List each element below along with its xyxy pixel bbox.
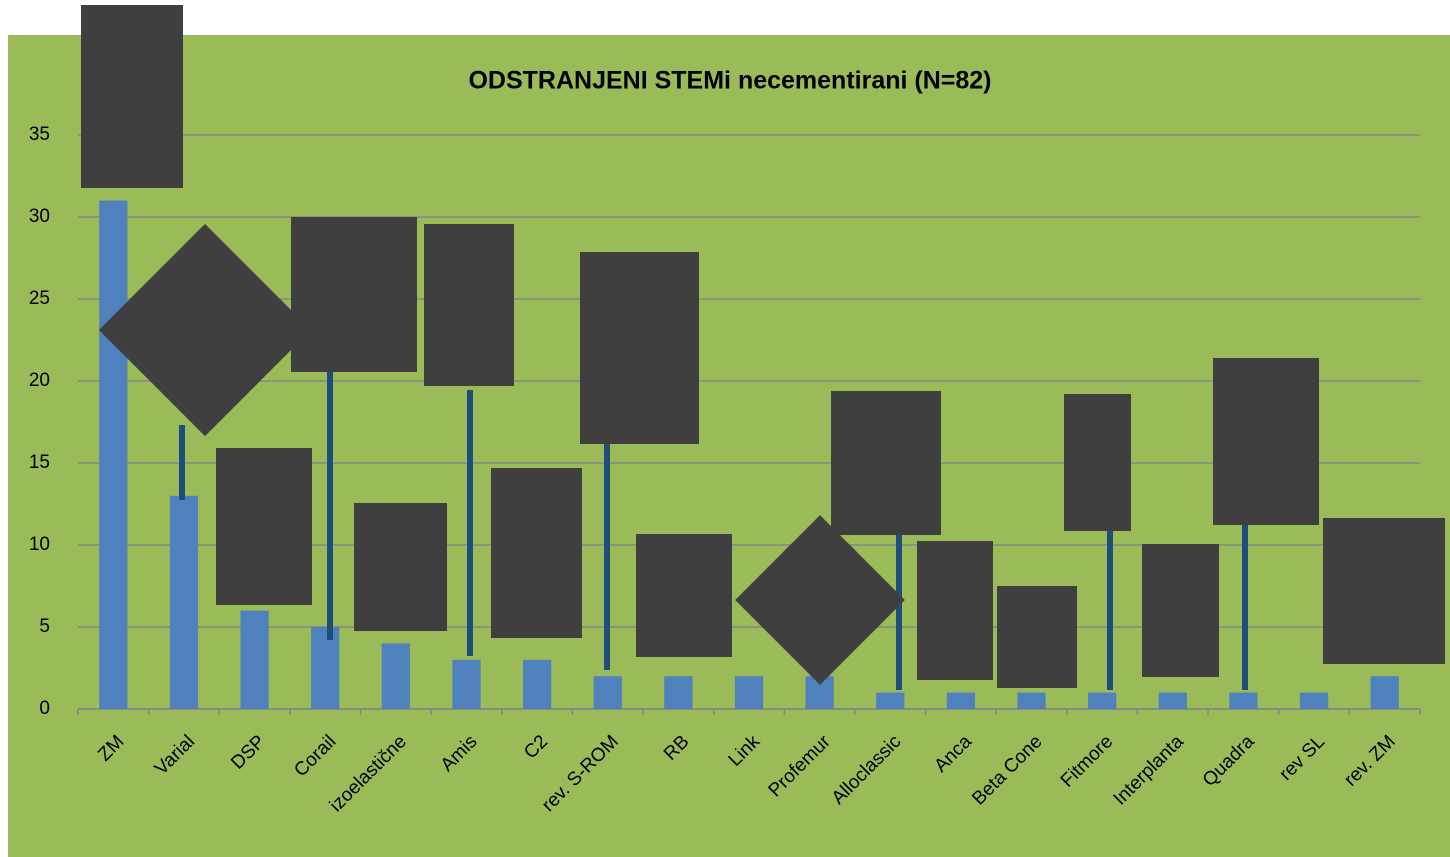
stem-photo	[997, 586, 1077, 688]
stem-photo	[1142, 544, 1219, 677]
y-tick-label: 35	[29, 124, 50, 145]
y-tick-label: 10	[29, 534, 50, 555]
bar	[523, 660, 551, 709]
bar	[452, 660, 480, 709]
chart: ODSTRANJENI STEMi necementirani (N=82) 0…	[0, 0, 1450, 857]
stem-photo	[491, 468, 582, 638]
bar	[594, 676, 622, 709]
bar	[947, 693, 975, 709]
bar	[1017, 693, 1045, 709]
chart-title: ODSTRANJENI STEMi necementirani (N=82)	[468, 67, 991, 95]
bar	[382, 643, 410, 709]
stem-photo	[831, 391, 941, 535]
bar	[876, 693, 904, 709]
stem-photo	[216, 448, 312, 605]
stem-photo	[1323, 518, 1445, 664]
bar	[1229, 693, 1257, 709]
y-tick-label: 25	[29, 288, 50, 309]
bar	[1300, 693, 1328, 709]
y-tick-label: 30	[29, 206, 50, 227]
stem-photo	[580, 252, 699, 444]
y-tick-label: 20	[29, 370, 50, 391]
stem-photo	[291, 217, 417, 372]
stem-photo	[354, 503, 447, 631]
stem-photo	[1064, 394, 1131, 531]
bar	[1159, 693, 1187, 709]
bar	[735, 676, 763, 709]
stem-photo	[636, 534, 732, 657]
stem-photo	[424, 224, 514, 386]
bar	[311, 627, 339, 709]
stem-photo	[1213, 358, 1319, 525]
bar	[170, 496, 198, 709]
bar	[99, 201, 127, 709]
stem-photo	[917, 541, 993, 680]
y-tick-label: 15	[29, 452, 50, 473]
y-tick-label: 0	[39, 698, 50, 719]
y-tick-label: 5	[39, 616, 50, 637]
stem-photo	[81, 5, 183, 188]
bar	[1371, 676, 1399, 709]
bar	[1088, 693, 1116, 709]
bar	[240, 611, 268, 709]
bar	[664, 676, 692, 709]
